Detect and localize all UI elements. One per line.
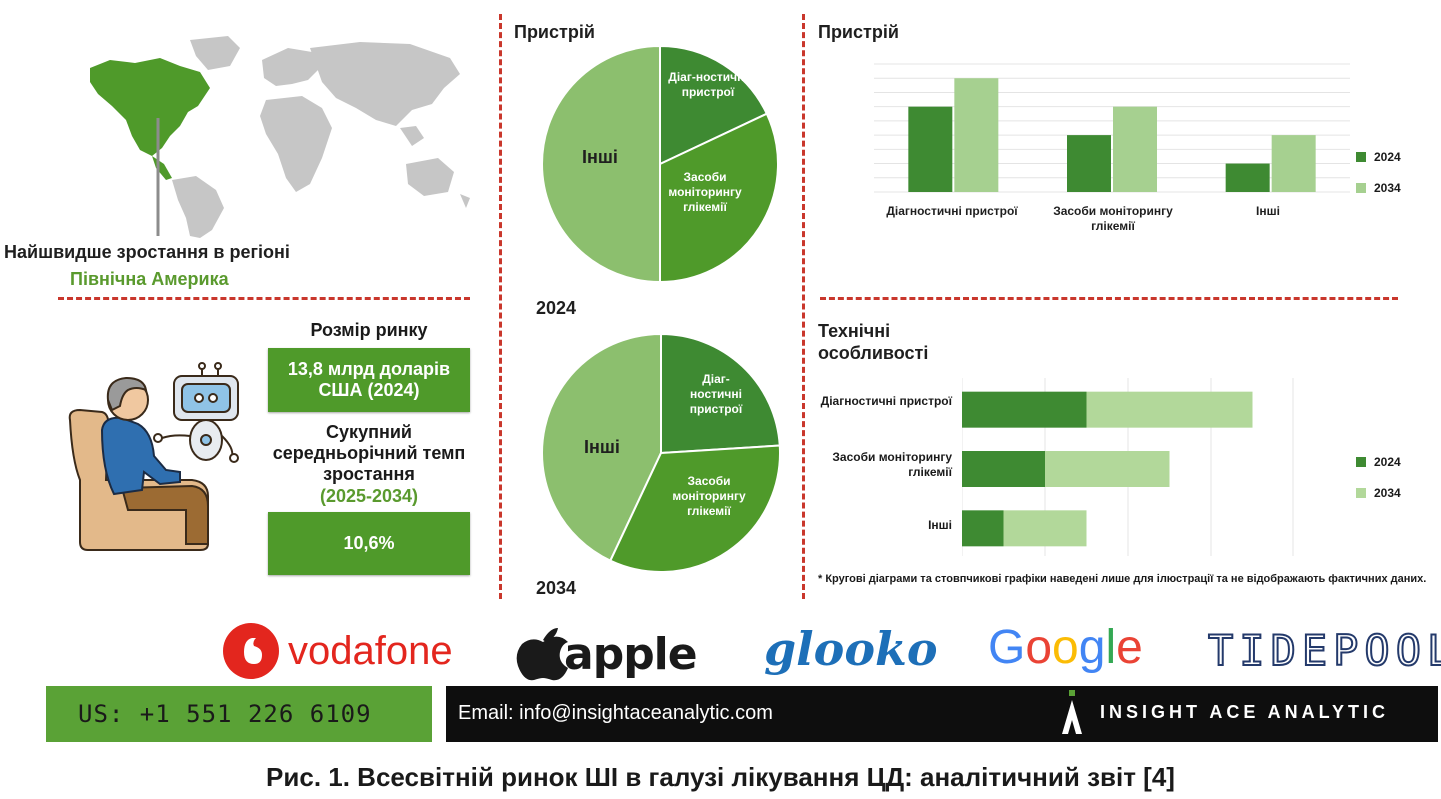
hbar-2034-1 — [1045, 451, 1170, 487]
footer-brand: INSIGHT ACE ANALYTIC — [1100, 702, 1390, 722]
pies-title: Пристрій — [514, 22, 595, 42]
hbar-2034-2 — [1003, 510, 1087, 547]
bar-2024-0 — [908, 106, 953, 192]
hbar-legend-swatch-2034 — [1356, 488, 1366, 498]
hbar-2034-0 — [1086, 391, 1253, 428]
google-letter: g — [1078, 621, 1106, 674]
google-wordmark: Google — [988, 621, 1143, 674]
hbar-cat-monitor: Засоби моніторингу глікемії — [832, 450, 952, 479]
bar-2034-1 — [1113, 106, 1157, 192]
google-letter: l — [1105, 621, 1117, 674]
pie-chart-2034 — [541, 332, 781, 573]
cagr-value: 10,6% — [268, 512, 470, 575]
apple-wordmark: apple — [564, 628, 698, 680]
north-america-region — [90, 58, 210, 156]
legend-swatch-2024 — [1356, 152, 1366, 162]
google-letter: G — [988, 621, 1026, 674]
apple-logo: apple — [514, 624, 698, 684]
google-letter: o — [1052, 621, 1079, 674]
footer-phone[interactable]: US: +1 551 226 6109 — [78, 700, 372, 728]
vodafone-wordmark: vodafone — [288, 628, 453, 673]
person-robot-illustration — [68, 362, 239, 551]
bar-cat-diag: Діагностичні пристрої — [886, 204, 1018, 218]
insight-ace-logo-icon — [1062, 690, 1082, 734]
divider-horizontal-left — [58, 297, 470, 300]
hbar-cat-diag: Діагностичні пристрої — [820, 394, 952, 408]
hbar-legend-2024: 2024 — [1356, 455, 1401, 469]
divider-vertical-right — [802, 14, 805, 599]
pie-2024-label-monitor: Засоби моніторингу глікемії — [668, 170, 742, 214]
pie-2034-label-monitor: Засоби моніторингу глікемії — [672, 474, 746, 518]
market-size-title: Розмір ринку — [310, 320, 428, 340]
hbar-legend-label-2024: 2024 — [1374, 455, 1401, 469]
pie-chart-2024 — [541, 44, 779, 284]
glooko-logo: glooko — [764, 622, 938, 676]
vodafone-speechmark-icon — [223, 623, 279, 679]
pie-slice-diag — [660, 332, 781, 455]
hbar-chart-features — [962, 378, 1294, 556]
pie-slice-other — [541, 332, 662, 563]
hbar-2024-2 — [962, 510, 1004, 547]
divider-horizontal-right — [820, 297, 1398, 300]
bar-2024-2 — [1225, 163, 1270, 192]
pie-2024-year: 2024 — [536, 298, 577, 318]
footer-email[interactable]: Email: info@insightaceanalytic.com — [458, 702, 773, 724]
market-size-value: 13,8 млрд доларів США (2024) — [268, 348, 470, 412]
apple-icon — [516, 628, 568, 681]
hbar-chart-title: Технічні особливості — [818, 321, 929, 363]
bar-chart-device — [874, 63, 1350, 193]
illustration-note: * Кругові діаграми та стовпчикові графік… — [818, 573, 1427, 585]
region-name: Північна Америка — [70, 269, 229, 289]
legend-label-2034: 2034 — [1374, 181, 1401, 195]
hbar-2024-1 — [962, 451, 1045, 487]
pie-slice-monitor — [609, 444, 781, 573]
hbar-legend-2034: 2034 — [1356, 486, 1401, 500]
footer-contact-bar: Email: info@insightaceanalytic.com INSIG… — [446, 686, 1438, 742]
pie-slice-diag — [659, 44, 769, 166]
google-letter: e — [1116, 621, 1143, 674]
divider-vertical-left — [499, 14, 502, 599]
bar-chart-title: Пристрій — [818, 22, 899, 42]
bar-2034-0 — [954, 78, 999, 192]
pie-2024-label-other: Інші — [582, 147, 618, 167]
hbar-2024-0 — [962, 391, 1087, 428]
pie-slice-monitor — [659, 112, 779, 284]
legend-label-2024: 2024 — [1374, 150, 1401, 164]
pie-slice-other — [541, 44, 661, 284]
world-map — [90, 36, 470, 238]
bar-2024-1 — [1067, 135, 1111, 192]
hbar-legend-swatch-2024 — [1356, 457, 1366, 467]
footer-phone-bar: US: +1 551 226 6109 — [46, 686, 432, 742]
bar-cat-monitor: Засоби моніторингу глікемії — [1053, 204, 1173, 233]
hbar-legend-label-2034: 2034 — [1374, 486, 1401, 500]
region-heading: Найшвидше зростання в регіоні — [4, 242, 290, 262]
pie-2034-label-diag: Діаг-ностичні пристрої — [689, 372, 743, 416]
cagr-period: (2025-2034) — [319, 486, 419, 506]
hbar-cat-other: Інші — [928, 518, 952, 532]
google-letter: o — [1025, 621, 1053, 674]
legend-swatch-2034 — [1356, 183, 1366, 193]
tidepool-logo: TIDEPOOL — [1207, 625, 1441, 676]
bar-legend-2034: 2034 — [1356, 181, 1401, 195]
cagr-title: Сукупний середньорічний темп зростання — [272, 422, 466, 484]
pie-2024-label-diag: Діаг-ностичні пристрої — [668, 70, 748, 99]
pie-2034-year: 2034 — [536, 578, 577, 598]
figure-caption: Рис. 1. Всесвітній ринок ШІ в галузі лік… — [266, 762, 1175, 792]
bar-2034-2 — [1271, 135, 1316, 192]
vodafone-logo: vodafone — [222, 622, 453, 680]
bar-legend-2024: 2024 — [1356, 150, 1401, 164]
pie-2034-label-other: Інші — [584, 437, 620, 457]
bar-cat-other: Інші — [1256, 204, 1280, 218]
google-logo: Google — [988, 620, 1143, 675]
